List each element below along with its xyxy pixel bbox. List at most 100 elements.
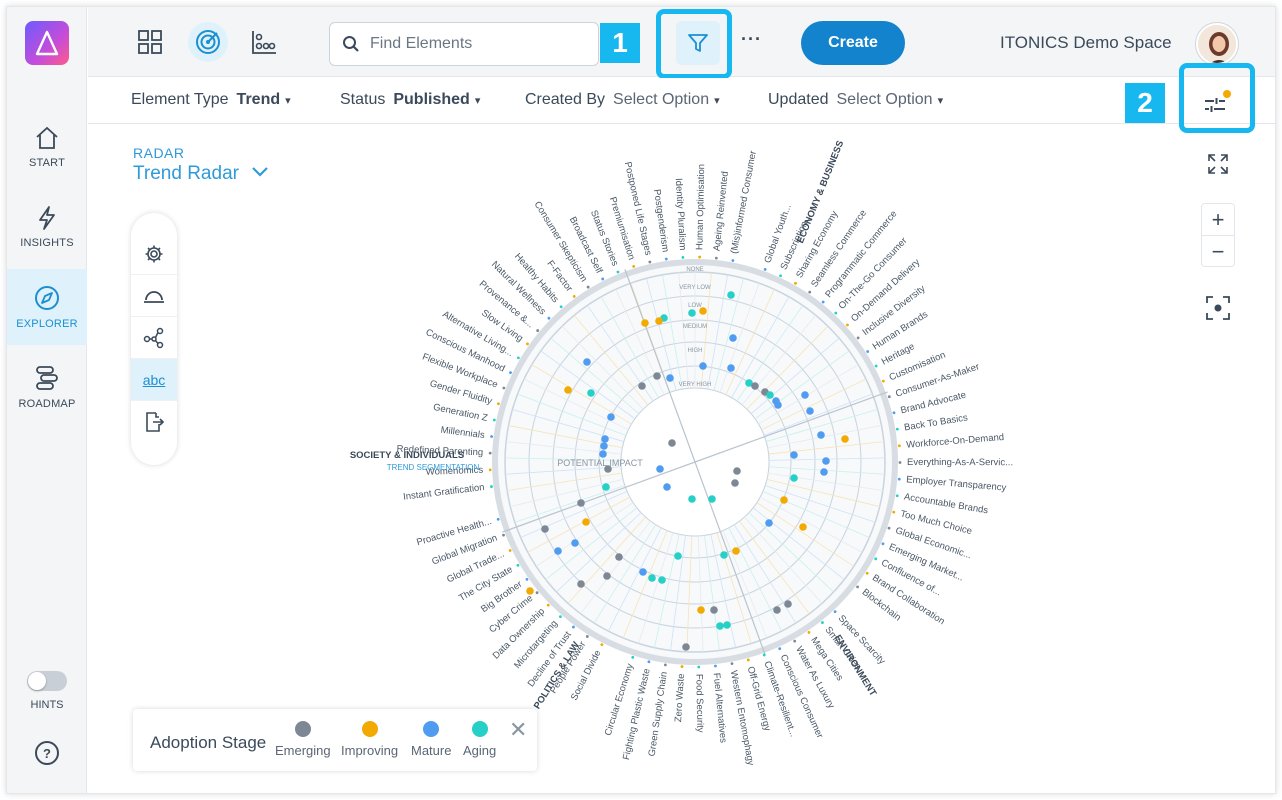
trend-dot[interactable] bbox=[603, 572, 611, 580]
trend-dot[interactable] bbox=[806, 407, 814, 415]
trend-dot[interactable] bbox=[841, 435, 849, 443]
sidebar-item-roadmap[interactable]: ROADMAP bbox=[7, 349, 87, 425]
trend-dot[interactable] bbox=[688, 309, 696, 317]
trend-dot[interactable] bbox=[699, 307, 707, 315]
trend-dot[interactable] bbox=[751, 382, 759, 390]
trend-dot[interactable] bbox=[727, 364, 735, 372]
trend-dot[interactable] bbox=[682, 643, 690, 651]
trend-dot[interactable] bbox=[745, 379, 753, 387]
trend-dot[interactable] bbox=[732, 547, 740, 555]
trend-dot[interactable] bbox=[656, 465, 664, 473]
zoom-in-button[interactable]: + bbox=[1202, 204, 1234, 236]
trend-dot[interactable] bbox=[731, 479, 739, 487]
trend-label[interactable]: Food Security bbox=[693, 665, 705, 733]
trend-label[interactable]: Back To Basics bbox=[895, 412, 969, 433]
trend-label[interactable]: Millennials bbox=[440, 425, 493, 441]
legend-item-improving[interactable]: Improving bbox=[341, 721, 398, 758]
trend-dot[interactable] bbox=[820, 468, 828, 476]
trend-label[interactable]: Workforce-On-Demand bbox=[897, 432, 1005, 451]
trend-dot[interactable] bbox=[716, 622, 724, 630]
trend-dot[interactable] bbox=[582, 518, 590, 526]
network-tool[interactable] bbox=[131, 317, 177, 359]
help-icon[interactable]: ? bbox=[35, 741, 59, 765]
trend-dot[interactable] bbox=[638, 382, 646, 390]
trend-dot[interactable] bbox=[773, 606, 781, 614]
trend-dot[interactable] bbox=[710, 606, 718, 614]
trend-label[interactable]: (Mis)informed Consumer bbox=[729, 150, 759, 262]
legend-item-mature[interactable]: Mature bbox=[411, 721, 451, 758]
more-menu-button[interactable]: ··· bbox=[741, 29, 762, 49]
filter-button[interactable] bbox=[676, 21, 720, 65]
space-name[interactable]: ITONICS Demo Space bbox=[1000, 33, 1172, 52]
trend-label[interactable]: Fuel Alternatives bbox=[711, 664, 729, 744]
trend-dot[interactable] bbox=[697, 606, 705, 614]
trend-label[interactable]: Womenomics bbox=[426, 465, 492, 478]
zoom-out-button[interactable]: − bbox=[1211, 239, 1225, 264]
trend-dot[interactable] bbox=[784, 600, 792, 608]
app-logo[interactable] bbox=[25, 21, 69, 65]
trend-dot[interactable] bbox=[780, 496, 788, 504]
trend-dot[interactable] bbox=[729, 334, 737, 342]
trend-dot[interactable] bbox=[577, 499, 585, 507]
trend-dot[interactable] bbox=[601, 435, 609, 443]
trend-dot[interactable] bbox=[801, 391, 809, 399]
trend-dot[interactable] bbox=[641, 319, 649, 327]
trend-dot[interactable] bbox=[720, 551, 728, 559]
trend-label[interactable]: Instant Gratification bbox=[403, 482, 493, 503]
trend-dot[interactable] bbox=[658, 576, 666, 584]
filter-created-by[interactable]: Created By Select Option ▾ bbox=[525, 91, 720, 109]
sidebar-item-insights[interactable]: INSIGHTS bbox=[7, 189, 87, 265]
trend-label[interactable]: Employer Transparency bbox=[897, 474, 1007, 494]
display-settings-button[interactable] bbox=[1193, 87, 1237, 123]
radar-view-icon[interactable] bbox=[188, 22, 228, 62]
trend-dot[interactable] bbox=[599, 450, 607, 458]
trend-dot[interactable] bbox=[765, 519, 773, 527]
trend-dot[interactable] bbox=[571, 539, 579, 547]
trend-dot[interactable] bbox=[583, 358, 591, 366]
settings-tool[interactable] bbox=[131, 233, 177, 275]
trend-dot[interactable] bbox=[655, 317, 663, 325]
trend-dot[interactable] bbox=[604, 465, 612, 473]
fullscreen-button[interactable] bbox=[1203, 149, 1233, 179]
trend-dot[interactable] bbox=[648, 574, 656, 582]
trend-dot[interactable] bbox=[668, 439, 676, 447]
trend-dot[interactable] bbox=[727, 291, 735, 299]
trend-dot[interactable] bbox=[790, 451, 798, 459]
trend-dot[interactable] bbox=[615, 553, 623, 561]
legend-item-aging[interactable]: Aging bbox=[463, 721, 496, 758]
trend-dot[interactable] bbox=[774, 401, 782, 409]
trend-dot[interactable] bbox=[639, 568, 647, 576]
trend-dot[interactable] bbox=[822, 457, 830, 465]
trend-dot[interactable] bbox=[790, 474, 798, 482]
sidebar-item-explorer[interactable]: EXPLORER bbox=[7, 269, 87, 345]
labels-tool[interactable]: abc bbox=[131, 359, 177, 401]
sidebar-item-start[interactable]: START bbox=[7, 109, 87, 185]
trend-dot[interactable] bbox=[666, 374, 674, 382]
export-tool[interactable] bbox=[131, 401, 177, 443]
filter-updated[interactable]: Updated Select Option ▾ bbox=[768, 91, 943, 109]
trend-dot[interactable] bbox=[526, 587, 534, 595]
trend-dot[interactable] bbox=[723, 621, 731, 629]
trend-dot[interactable] bbox=[688, 495, 696, 503]
avatar[interactable] bbox=[1196, 23, 1238, 65]
trend-dot[interactable] bbox=[733, 467, 741, 475]
radar-title-dropdown[interactable]: Trend Radar bbox=[133, 163, 270, 185]
search-input[interactable] bbox=[370, 35, 570, 53]
trend-label[interactable]: Postgenderism bbox=[651, 189, 671, 261]
trend-label[interactable]: Zero Waste bbox=[673, 665, 687, 723]
filter-status[interactable]: Status Published ▾ bbox=[340, 91, 480, 109]
trend-dot[interactable] bbox=[541, 525, 549, 533]
trend-label[interactable]: Ageing Reinvented bbox=[712, 171, 731, 260]
filter-element-type[interactable]: Element Type Trend ▾ bbox=[131, 91, 291, 109]
create-button[interactable]: Create bbox=[801, 21, 905, 65]
trend-dot[interactable] bbox=[766, 391, 774, 399]
trend-dot[interactable] bbox=[554, 547, 562, 555]
trend-label[interactable]: Human Optimisation bbox=[694, 164, 707, 259]
close-icon[interactable]: ✕ bbox=[509, 717, 528, 742]
arc-view-tool[interactable] bbox=[131, 275, 177, 317]
trend-label[interactable]: Everything-As-A-Servic... bbox=[898, 457, 1014, 468]
trend-dot[interactable] bbox=[699, 362, 707, 370]
trend-dot[interactable] bbox=[602, 483, 610, 491]
trend-dot[interactable] bbox=[708, 495, 716, 503]
legend-item-emerging[interactable]: Emerging bbox=[275, 721, 331, 758]
